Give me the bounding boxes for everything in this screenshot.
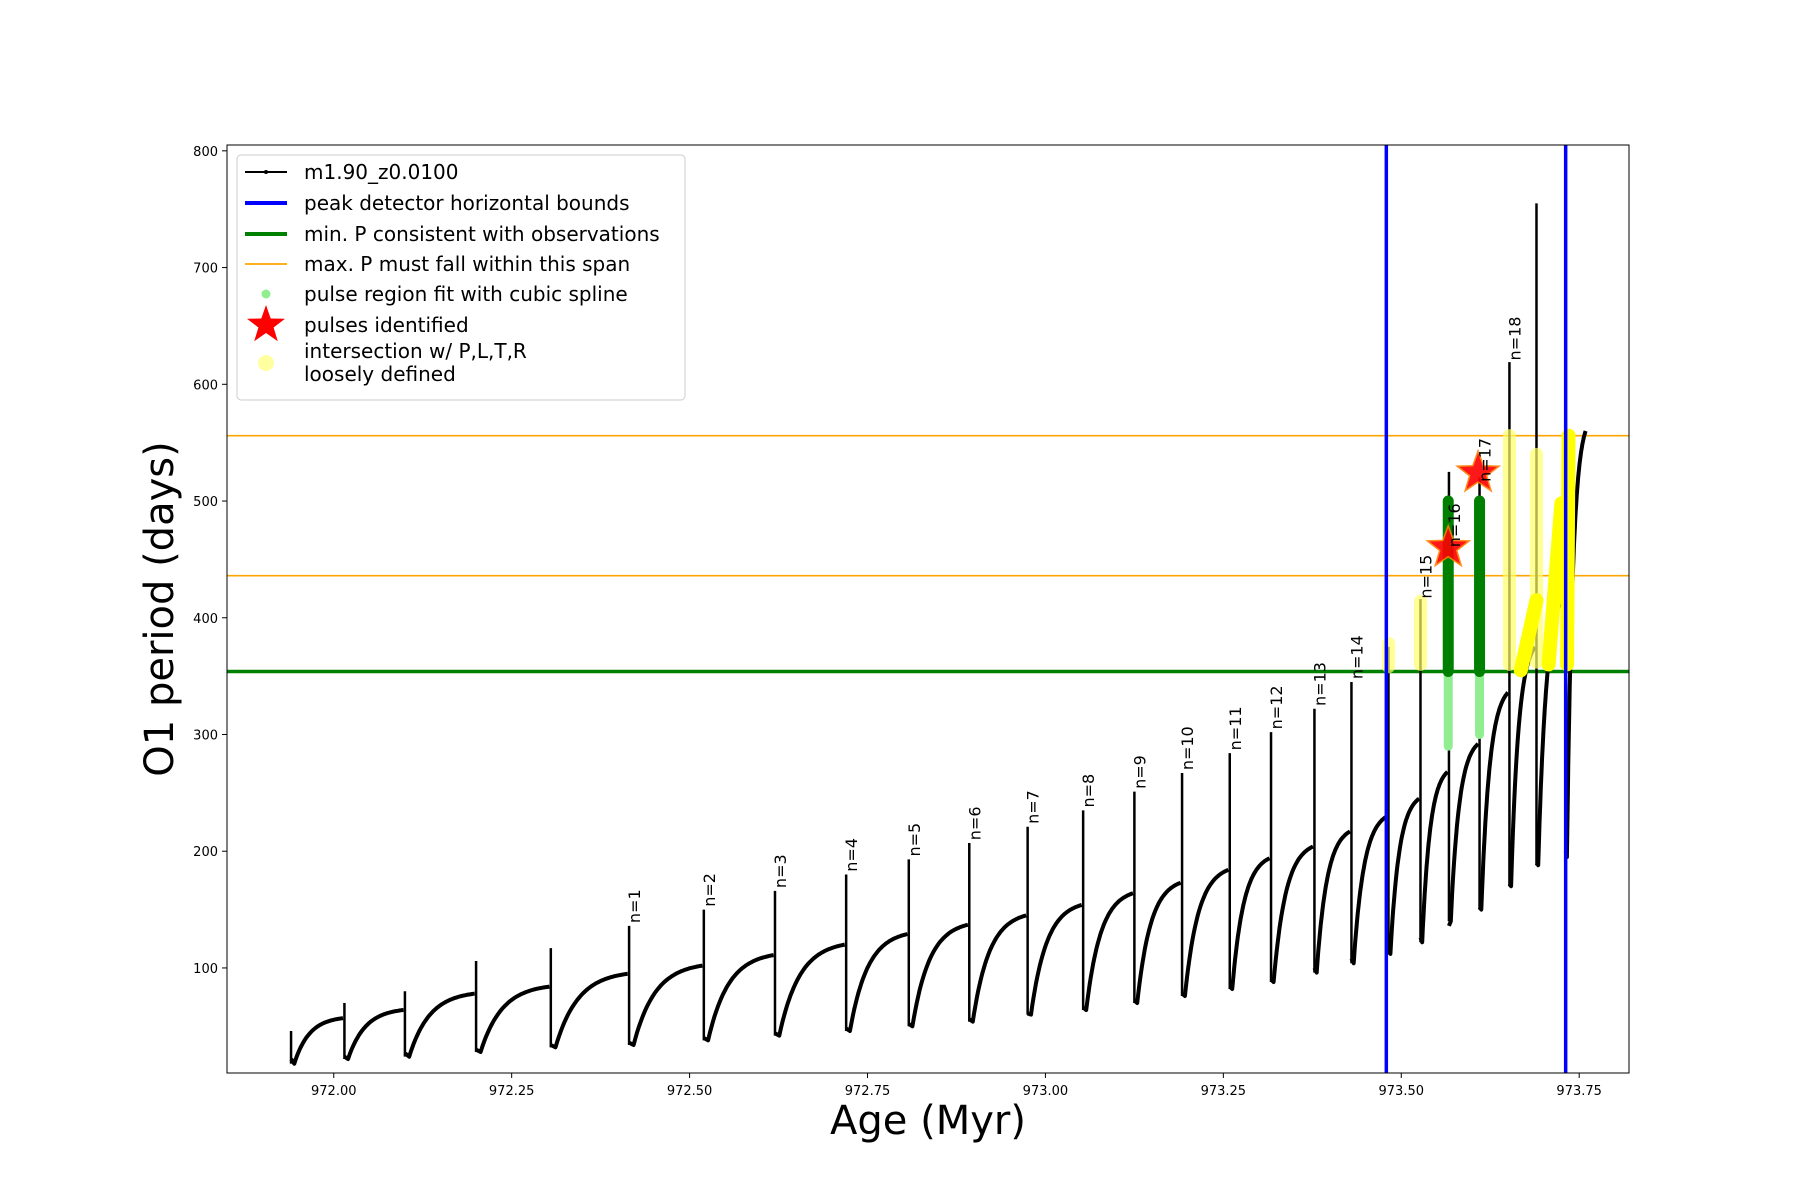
period-track-cycle-16: [1228, 856, 1271, 991]
cycle-label-11: n=11: [1226, 706, 1245, 750]
y-tick-label-6: 600: [193, 378, 218, 393]
cycle-label-18: n=18: [1505, 317, 1524, 361]
cycle-label-6: n=6: [965, 806, 984, 840]
x-tick-label-2: 972.25: [489, 1084, 535, 1099]
cycle-label-10: n=10: [1178, 726, 1197, 770]
y-tick-label-2: 200: [193, 845, 218, 860]
x-tick-label-5: 973.00: [1023, 1084, 1069, 1099]
period-track-cycle-17: [1269, 844, 1314, 984]
period-track-cycle-13: [1081, 891, 1134, 1012]
period-track-cycle-6: [628, 963, 703, 1047]
cycle-label-2: n=2: [700, 873, 719, 907]
x-tick-label-4: 972.75: [845, 1084, 891, 1099]
cycle-labels: n=1 n=2 n=3 n=4 n=5 n=6 n=7 n=8 n=9 n=10 n=11 n=12 n…: [625, 317, 1524, 924]
y-tick-label-8: 800: [193, 145, 218, 160]
period-track-cycle-23: [1477, 691, 1510, 912]
legend-label-5: pulse region fit with cubic spline: [304, 282, 628, 306]
period-track-cycle-19: [1349, 814, 1389, 966]
period-track-cycle-8: [774, 942, 846, 1038]
period-track-cycle-14: [1133, 880, 1182, 1005]
period-track-cycle-20: [1386, 797, 1421, 956]
x-axis: 972.00 972.25 972.50 972.75 973.00 973.25 973.…: [311, 1073, 1602, 1099]
cycle-label-3: n=3: [771, 854, 790, 888]
legend-box: [236, 154, 686, 401]
legend-handle-loose: [258, 355, 274, 371]
y-tick-label-1: 100: [193, 962, 218, 977]
cycle-label-5: n=5: [905, 823, 924, 857]
loose-curve-2: [1541, 496, 1569, 672]
legend-label-7-line-2: loosely defined: [304, 362, 456, 386]
cycle-label-1: n=1: [625, 889, 644, 923]
period-track-cycle-4: [475, 984, 550, 1054]
cycle-label-4: n=4: [842, 838, 861, 872]
period-track-cycle-21: [1418, 770, 1449, 945]
pulse-star-1: [1425, 523, 1472, 568]
x-tick-label-1: 972.00: [311, 1084, 357, 1099]
y-tick-label-3: 300: [193, 728, 218, 743]
x-tick-label-8: 973.75: [1556, 1084, 1602, 1099]
period-track-cycle-7: [702, 953, 774, 1043]
legend-label-3: min. P consistent with observations: [304, 222, 660, 246]
period-track-cycle-15: [1180, 868, 1230, 998]
y-tick-label-5: 500: [193, 495, 218, 510]
y-axis-label: O1 period (days): [137, 441, 183, 776]
loose-curve-1: [1513, 593, 1544, 678]
pulse-star-2: [1455, 448, 1502, 493]
cycle-label-12: n=12: [1267, 685, 1286, 729]
x-tick-label-6: 973.25: [1201, 1084, 1247, 1099]
x-tick-label-3: 972.50: [667, 1084, 713, 1099]
period-track-cycle-12: [1026, 903, 1083, 1017]
legend-handle-model-dot: [264, 170, 268, 174]
legend-handle-star: [247, 305, 285, 342]
period-track-cycle-11: [968, 913, 1027, 1024]
cycle-label-9: n=9: [1130, 755, 1149, 789]
period-track-cycle-3: [403, 991, 475, 1059]
cycle-label-13: n=13: [1310, 662, 1329, 706]
plot-area: [227, 145, 1629, 1073]
period-track-cycle-2: [343, 1008, 405, 1061]
y-axis: 100 200 300 400 500 600 700 800: [193, 145, 227, 977]
period-track-cycle-22: [1447, 742, 1480, 927]
cycle-label-16: n=16: [1445, 503, 1464, 547]
legend-label-2: peak detector horizontal bounds: [304, 191, 630, 215]
period-track-cycle-18: [1312, 829, 1352, 975]
cycle-label-17: n=17: [1476, 438, 1495, 482]
period-track-cycle-1: [289, 1016, 344, 1066]
y-tick-label-4: 400: [193, 612, 218, 627]
period-track-cycle-26: [1563, 430, 1588, 860]
period-track-cycle-9: [845, 932, 908, 1033]
cycle-label-15: n=15: [1416, 555, 1435, 599]
cycle-label-8: n=8: [1079, 774, 1098, 808]
legend-label-4: max. P must fall within this span: [304, 252, 630, 276]
plot-frame: [226, 144, 1630, 1074]
legend-label-7-line-1: intersection w/ P,L,T,R: [304, 339, 527, 363]
x-tick-label-7: 973.50: [1379, 1084, 1425, 1099]
cycle-label-7: n=7: [1024, 790, 1043, 824]
period-track-cycle-10: [907, 922, 969, 1029]
period-track-cycle-5: [549, 971, 628, 1050]
legend-handle-spline: [261, 289, 271, 299]
cycle-label-14: n=14: [1347, 635, 1366, 679]
legend-label-6: pulses identified: [304, 313, 469, 337]
y-tick-label-7: 700: [193, 262, 218, 277]
x-axis-label: Age (Myr): [830, 1098, 1026, 1144]
legend-label-1: m1.90_z0.0100: [304, 160, 459, 184]
